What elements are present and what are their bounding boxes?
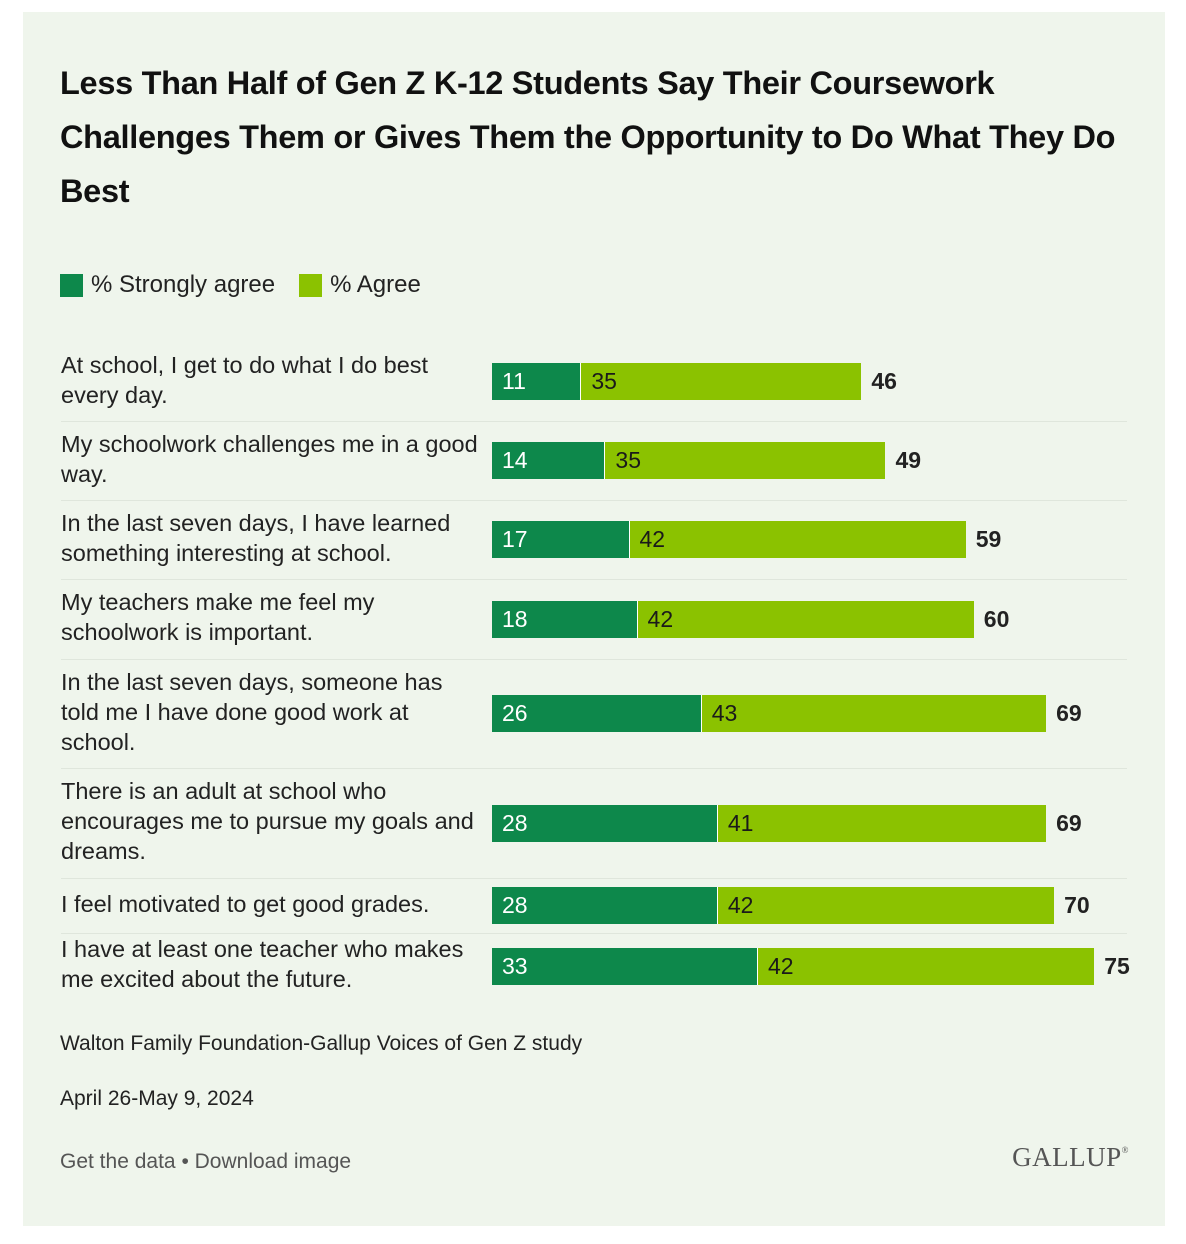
bar-row: In the last seven days, I have learned s…: [23, 500, 1165, 579]
source-note: Walton Family Foundation-Gallup Voices o…: [60, 1032, 583, 1055]
bar-strongly-agree: 14: [492, 442, 605, 479]
bar-row: My teachers make me feel my schoolwork i…: [23, 579, 1165, 659]
legend-swatch-strongly-agree: [60, 273, 83, 297]
bar-agree: 35: [580, 363, 862, 400]
category-label: I have at least one teacher who makes me…: [61, 936, 464, 992]
bar-strongly-agree: 17: [492, 521, 629, 558]
row-divider: [61, 500, 1127, 501]
bar-strongly-agree: 28: [492, 804, 717, 842]
bar-total-label: 60: [983, 605, 1010, 632]
bar-total-label: 69: [1056, 809, 1082, 836]
bar-row: At school, I get to do what I do best ev…: [23, 342, 1165, 421]
row-divider: [61, 878, 1127, 879]
chart-title: Less Than Half of Gen Z K-12 Students Sa…: [60, 65, 1116, 209]
category-label: At school, I get to do what I do best ev…: [61, 351, 429, 408]
bar-agree: 43: [700, 695, 1047, 732]
bar-strongly-agree: 28: [492, 887, 717, 924]
bar-total-label: 46: [871, 368, 897, 394]
row-divider: [61, 421, 1127, 422]
category-label: In the last seven days, I have learned s…: [61, 509, 451, 566]
bar-total-label: 59: [975, 526, 1002, 552]
bar-total-label: 75: [1104, 952, 1130, 979]
bar-total-label: 70: [1064, 892, 1090, 918]
bar-agree: 42: [628, 521, 966, 558]
legend-swatch-agree: [299, 273, 323, 297]
legend-label-agree: % Agree: [330, 271, 421, 298]
legend-item-agree: % Agree: [299, 271, 421, 299]
row-divider: [61, 659, 1127, 660]
legend: % Strongly agree % Agree: [60, 270, 445, 300]
bar-agree: 35: [604, 442, 886, 479]
bar-total-label: 69: [1056, 700, 1082, 726]
bar-row: There is an adult at school who encourag…: [23, 768, 1165, 878]
gallup-logo: GALLUP®: [1012, 1142, 1129, 1172]
footer-separator: •: [181, 1150, 189, 1173]
survey-date: April 26-May 9, 2024: [60, 1087, 254, 1110]
legend-item-strongly-agree: % Strongly agree: [60, 271, 275, 299]
bar-row: I feel motivated to get good grades. 28 42…: [23, 878, 1165, 933]
download-image-link[interactable]: Download image: [194, 1150, 352, 1173]
bar-agree: 42: [756, 947, 1095, 985]
bar-agree: 41: [716, 804, 1047, 842]
chart-card: Less Than Half of Gen Z K-12 Students Sa…: [23, 12, 1165, 1226]
category-label: There is an adult at school who encourag…: [61, 778, 474, 864]
row-divider: [61, 768, 1127, 769]
bar-row: In the last seven days, someone has told…: [23, 659, 1165, 768]
bar-strongly-agree: 11: [492, 363, 581, 400]
bar-strongly-agree: 33: [492, 947, 757, 985]
row-divider: [61, 933, 1127, 934]
category-label: In the last seven days, someone has told…: [61, 668, 443, 755]
category-label: My schoolwork challenges me in a good wa…: [61, 430, 478, 487]
bar-agree: 42: [636, 600, 974, 638]
footer-links: Get the data • Download image: [60, 1150, 351, 1174]
bar-strongly-agree: 26: [492, 695, 701, 732]
get-data-link[interactable]: Get the data: [60, 1150, 176, 1173]
category-label: My teachers make me feel my schoolwork i…: [61, 589, 375, 645]
category-label: I feel motivated to get good grades.: [61, 890, 430, 917]
bar-strongly-agree: 18: [492, 600, 637, 638]
bar-agree: 42: [716, 887, 1055, 924]
bar-row: My schoolwork challenges me in a good wa…: [23, 421, 1165, 500]
bar-row: I have at least one teacher who makes me…: [23, 933, 1165, 999]
bar-total-label: 49: [895, 447, 922, 473]
legend-label-strongly-agree: % Strongly agree: [91, 271, 276, 298]
row-divider: [61, 579, 1127, 580]
gallup-logo-text: GALLUP: [1012, 1142, 1122, 1172]
